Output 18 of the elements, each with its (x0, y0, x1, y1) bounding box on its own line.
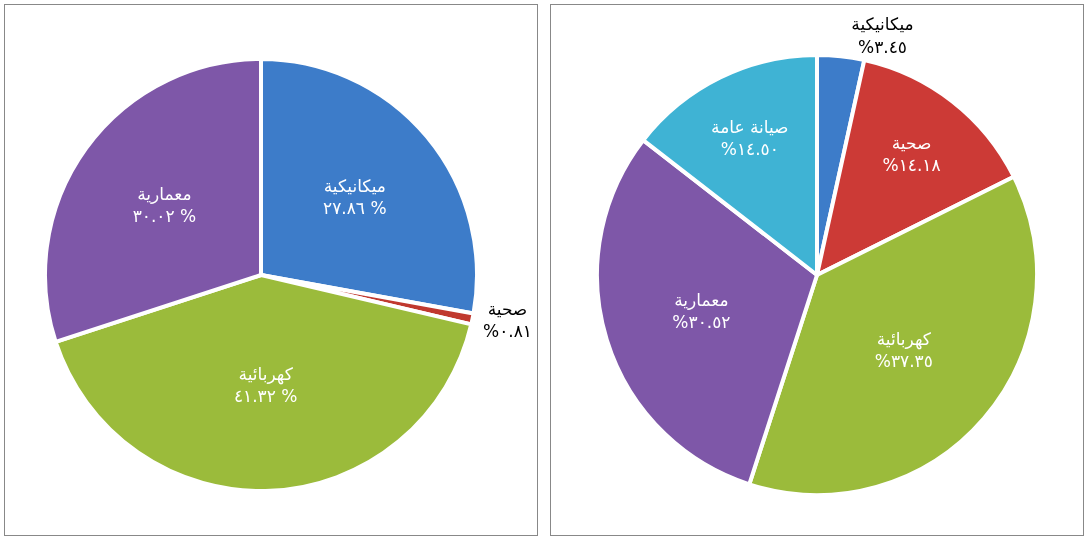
data-label: %١٤.٥٠ (720, 138, 779, 159)
slice-label: ميكانيكية (323, 175, 386, 196)
slice-label: معمارية (674, 289, 729, 310)
data-label: %٣٧.٣٥ (874, 350, 933, 371)
slice-label: صحية (891, 132, 932, 153)
data-label: %٣٠.٥٢ (672, 311, 731, 332)
data-label: %١٤.١٨ (882, 154, 941, 175)
data-label: ٢٧.٨٦ % (323, 197, 387, 218)
slice-label: معمارية (137, 183, 192, 204)
data-label: %٣.٤٥ (858, 36, 907, 57)
slice-label: كهربائية (238, 363, 294, 385)
data-label: ٤١.٣٢ % (233, 385, 298, 406)
slice-label: ميكانيكية (851, 14, 914, 35)
slice-label: كهربائية (876, 328, 932, 350)
data-label: ٣٠.٠٢ % (132, 205, 197, 226)
slice-label: صيانة عامة (711, 116, 789, 137)
data-label: %٠.٨١ (483, 320, 532, 341)
slice-label: صحية (487, 298, 528, 319)
